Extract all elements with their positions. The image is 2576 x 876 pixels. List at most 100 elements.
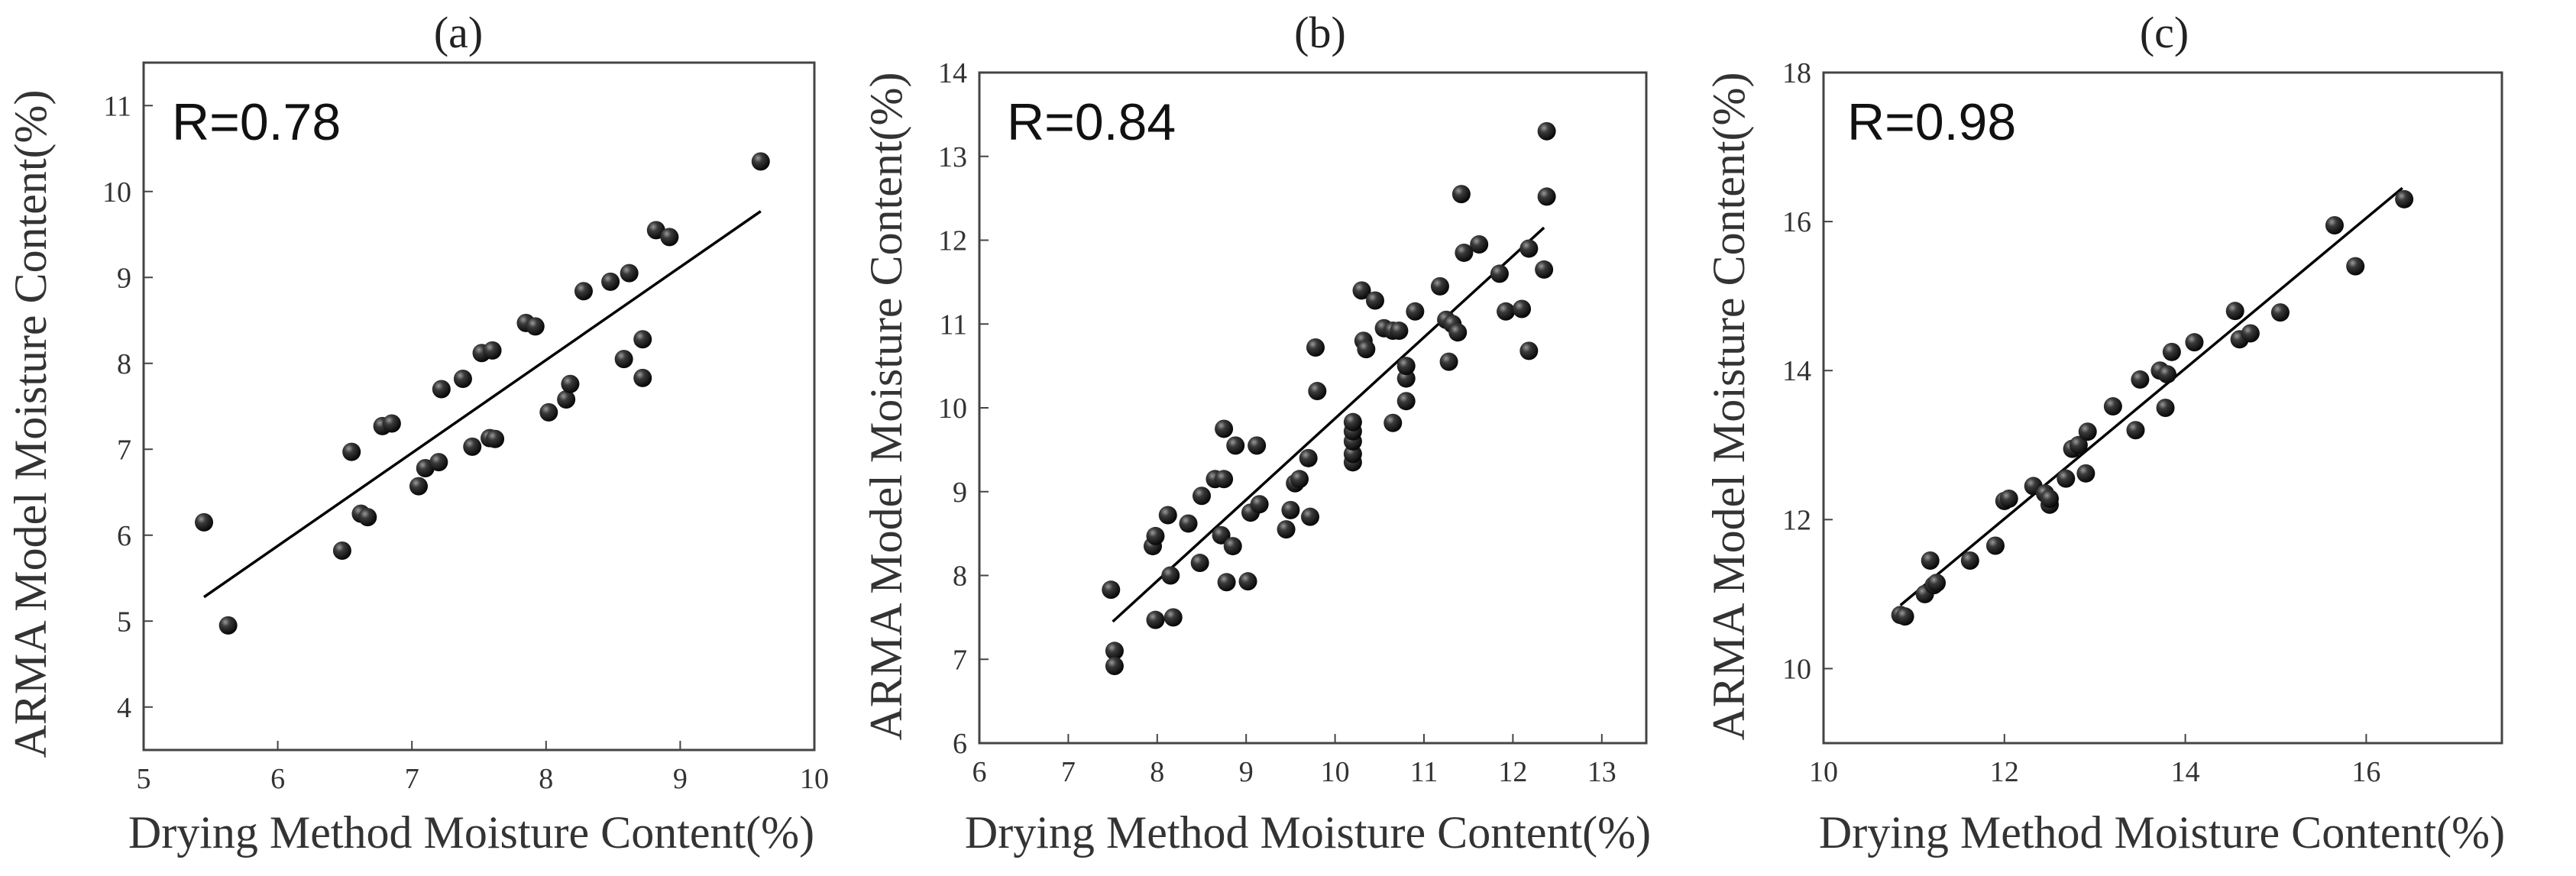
- panel-c-data-point: [2162, 342, 2181, 361]
- panel-c-data-point: [2076, 464, 2095, 483]
- panel-a-data-point: [332, 541, 351, 560]
- panel-a-data-point: [432, 380, 451, 399]
- panel-b-data-point: [1248, 436, 1267, 455]
- panel-c-data-point: [2156, 399, 2175, 417]
- panel-b-x-axis-label: Drying Method Moisture Content(%): [965, 807, 1651, 858]
- panel-b-data-point: [1306, 338, 1325, 357]
- panel-b-data-point: [1448, 323, 1468, 342]
- panel-b-title: (b): [1294, 8, 1346, 57]
- panel-a-data-point: [453, 370, 472, 388]
- panel-b-data-point: [1396, 369, 1416, 388]
- panel-a-data-point: [751, 152, 770, 171]
- panel-b-correlation-label: R=0.84: [1007, 93, 1176, 151]
- panel-a-y-tick-label: 6: [117, 520, 131, 552]
- panel-b-data-point: [1277, 520, 1296, 539]
- panel-a-data-point: [660, 228, 679, 247]
- panel-b-fit-line: [1112, 226, 1545, 623]
- panel-a-data-point: [463, 437, 482, 456]
- panel-b-x-tick-label: 10: [1321, 756, 1350, 788]
- panel-b-data-point: [1158, 506, 1177, 525]
- panel-c-data-point: [2078, 422, 2097, 441]
- panel-b-data-point: [1537, 121, 1556, 141]
- panel-a-x-tick-label: 5: [137, 763, 151, 795]
- panel-b-y-tick-label: 8: [953, 561, 967, 593]
- panel-b-data-point: [1161, 566, 1180, 585]
- panel-c-x-axis-label: Drying Method Moisture Content(%): [1819, 807, 2505, 858]
- panel-c-data-point: [2225, 302, 2244, 321]
- panel-c-x-tick-label: 12: [1990, 756, 2019, 788]
- panel-b-data-point: [1519, 239, 1539, 258]
- panel-a-data-point: [574, 282, 593, 301]
- panel-b-data-point: [1105, 657, 1124, 676]
- panel-c-data-point: [1960, 551, 1979, 570]
- panel-b-data-point: [1281, 500, 1300, 519]
- panel-a-y-tick-label: 4: [117, 692, 131, 724]
- panel-c-title: (c): [2140, 8, 2189, 57]
- panel-b-y-tick-label: 6: [953, 728, 967, 760]
- panel-b-data-point: [1343, 412, 1362, 432]
- panel-b-data-point: [1519, 341, 1539, 360]
- panel-c-y-axis-label: ARMA Model Moisture Content(%): [1704, 73, 1754, 741]
- panel-a-data-point: [409, 477, 428, 496]
- panel-a-plot-frame: [142, 61, 816, 752]
- panel-b-x-tick-label: 12: [1498, 756, 1527, 788]
- panel-c-data-point: [2057, 469, 2076, 488]
- panel-b-plot-frame: [978, 71, 1648, 745]
- panel-a-x-tick-label: 8: [539, 763, 553, 795]
- panel-b-data-point: [1163, 608, 1183, 627]
- panel-a-data-point: [195, 512, 214, 532]
- panel-b-data-point: [1406, 302, 1425, 321]
- panel-a-y-tick-label: 7: [117, 434, 131, 466]
- panel-c-y-tick-label: 10: [1782, 653, 1811, 685]
- panel-b: (b) R=0.84 6 7 8 9 10 11 12 13 6 7 8 9 10 11 12 13 14 Dr…: [861, 8, 1651, 858]
- panel-b-data-point: [1146, 610, 1165, 629]
- panel-b-data-point: [1301, 507, 1320, 526]
- panel-b-data-point: [1223, 537, 1242, 556]
- panel-b-data-point: [1497, 302, 1516, 321]
- panel-b-data-point: [1146, 526, 1165, 545]
- panel-c-data-point: [2069, 435, 2088, 454]
- panel-a-data-point: [539, 402, 558, 422]
- panel-c-data-point: [2395, 189, 2414, 208]
- panel-b-data-point: [1490, 264, 1509, 283]
- panel-a-data-point: [614, 350, 633, 369]
- panel-b-data-point: [1105, 642, 1124, 661]
- panel-b-data-point: [1430, 276, 1449, 296]
- panel-a-x-tick-label: 7: [405, 763, 419, 795]
- panel-c-data-point: [2325, 215, 2344, 234]
- panel-b-x-tick-label: 11: [1410, 756, 1438, 788]
- panel-c-data-point: [1927, 574, 1946, 593]
- panel-c-y-tick-label: 14: [1782, 355, 1811, 387]
- panel-a-data-point: [557, 390, 576, 409]
- panel-b-data-point: [1193, 486, 1211, 506]
- panel-c-fit-line: [1899, 186, 2403, 606]
- panel-c-y-tick-label: 18: [1782, 57, 1811, 89]
- panel-a-data-point: [601, 272, 620, 291]
- panel-a-x-tick-label: 10: [800, 763, 829, 795]
- panel-a-fit-line: [203, 210, 762, 599]
- panel-a-y-axis-label: ARMA Model Moisture Content(%): [5, 90, 56, 758]
- panel-b-data-point: [1439, 352, 1458, 371]
- panel-a-x-axis-label: Drying Method Moisture Content(%): [128, 807, 814, 858]
- panel-b-data-point: [1238, 572, 1257, 591]
- panel-a-data-point: [526, 317, 545, 336]
- panel-b-data-point: [1396, 357, 1416, 376]
- panel-a-data-point: [561, 374, 580, 393]
- panel-b-data-point: [1215, 419, 1234, 438]
- panel-b-data-point: [1299, 448, 1318, 467]
- panel-c-data-point: [2157, 365, 2176, 384]
- panel-a-correlation-label: R=0.78: [172, 93, 341, 151]
- panel-b-x-tick-label: 9: [1239, 756, 1254, 788]
- panel-c-data-point: [2040, 490, 2059, 509]
- panel-c-plot-frame: [1822, 71, 2503, 745]
- panel-c-y-tick-label: 16: [1782, 206, 1811, 238]
- panel-a-data-point: [358, 508, 377, 527]
- panel-c-x-tick-label: 14: [2171, 756, 2200, 788]
- panel-b-y-tick-label: 12: [938, 225, 967, 257]
- panel-c-data-point: [1921, 551, 1940, 570]
- panel-b-y-axis-label: ARMA Model Moisture Content(%): [861, 73, 911, 741]
- panel-b-y-tick-label: 10: [938, 393, 967, 425]
- panel-b-x-tick-label: 7: [1061, 756, 1076, 788]
- panel-b-y-tick-label: 11: [939, 309, 967, 341]
